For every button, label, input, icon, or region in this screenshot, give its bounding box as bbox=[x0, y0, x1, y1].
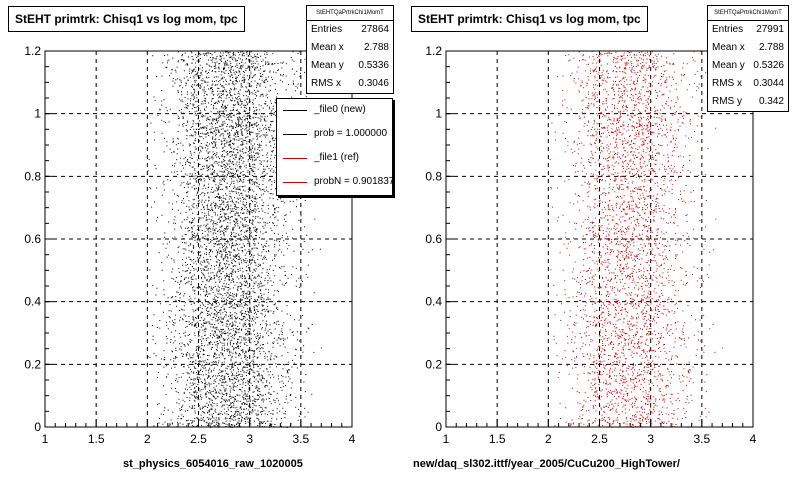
x-tick-label: 1.5 bbox=[489, 432, 506, 446]
legend-line bbox=[283, 182, 307, 183]
right-chart-title: StEHT primtrk: Chisq1 vs log mom, tpc bbox=[411, 6, 648, 32]
right-stats-box: StEHTQaPrtrkChi1MomT Entries 27991 Mean x… bbox=[707, 5, 789, 112]
y-tick-label: 0.8 bbox=[24, 169, 41, 183]
y-tick-label: 1.2 bbox=[24, 44, 41, 58]
legend-item-file1: _file1 (ref) bbox=[277, 147, 392, 171]
y-tick-label: 0.6 bbox=[425, 232, 442, 246]
scatter-points bbox=[147, 51, 326, 428]
legend: _file0 (new) prob = 1.000000 _file1 (ref… bbox=[276, 98, 393, 196]
x-tick-label: 2 bbox=[144, 432, 151, 446]
stats-rms-x: RMS x 0.3046 bbox=[311, 78, 389, 89]
x-tick-label: 3.5 bbox=[693, 432, 710, 446]
stats-rms-x: RMS x 0.3044 bbox=[712, 78, 784, 89]
right-x-axis-label: new/daq_sl302.ittf/year_2005/CuCu200_Hig… bbox=[413, 458, 680, 470]
stats-rms-y: RMS y 0.342 bbox=[712, 96, 784, 107]
x-tick-label: 2 bbox=[545, 432, 552, 446]
legend-item-probn: probN = 0.901837 bbox=[277, 171, 392, 195]
left-x-axis-label: st_physics_6054016_raw_1020005 bbox=[123, 458, 303, 470]
legend-line bbox=[283, 158, 307, 159]
stats-mean-x: Mean x 2.788 bbox=[311, 42, 389, 53]
stats-mean-y: Mean y 0.5336 bbox=[311, 60, 389, 71]
x-tick-label: 3 bbox=[647, 432, 654, 446]
y-tick-label: 0 bbox=[34, 420, 41, 434]
x-tick-label: 3 bbox=[246, 432, 253, 446]
stats-mean-y: Mean y 0.5326 bbox=[712, 60, 784, 71]
y-tick-label: 0 bbox=[435, 420, 442, 434]
left-chart-title: StEHT primtrk: Chisq1 vs log mom, tpc bbox=[8, 6, 245, 32]
x-tick-label: 2.5 bbox=[591, 432, 608, 446]
y-tick-label: 1 bbox=[34, 107, 41, 121]
y-tick-label: 0.4 bbox=[425, 295, 442, 309]
y-tick-label: 1.2 bbox=[425, 44, 442, 58]
stats-mean-x: Mean x 2.788 bbox=[712, 42, 784, 53]
left-stats-box: StEHTQaPrtrkChi1MomT Entries 27864 Mean x… bbox=[306, 5, 394, 94]
stats-entries: Entries 27864 bbox=[311, 24, 389, 35]
y-tick-label: 0.4 bbox=[24, 295, 41, 309]
x-tick-label: 4 bbox=[349, 432, 356, 446]
y-tick-label: 1 bbox=[435, 107, 442, 121]
y-tick-label: 0.6 bbox=[24, 232, 41, 246]
y-tick-label: 0.2 bbox=[425, 357, 442, 371]
x-tick-label: 1 bbox=[443, 432, 450, 446]
scatter-points bbox=[549, 51, 724, 428]
x-tick-label: 4 bbox=[750, 432, 757, 446]
y-tick-label: 0.2 bbox=[24, 357, 41, 371]
x-tick-label: 3.5 bbox=[292, 432, 309, 446]
legend-item-file0: _file0 (new) bbox=[277, 99, 392, 123]
legend-line bbox=[283, 110, 307, 111]
stats-entries: Entries 27991 bbox=[712, 24, 784, 35]
stats-header: StEHTQaPrtrkChi1MomT bbox=[708, 6, 788, 21]
legend-line bbox=[283, 134, 307, 135]
x-tick-label: 2.5 bbox=[190, 432, 207, 446]
x-tick-label: 1.5 bbox=[88, 432, 105, 446]
legend-item-prob: prob = 1.000000 bbox=[277, 123, 392, 147]
y-tick-label: 0.8 bbox=[425, 169, 442, 183]
x-tick-label: 1 bbox=[42, 432, 49, 446]
stats-header: StEHTQaPrtrkChi1MomT bbox=[307, 6, 393, 21]
